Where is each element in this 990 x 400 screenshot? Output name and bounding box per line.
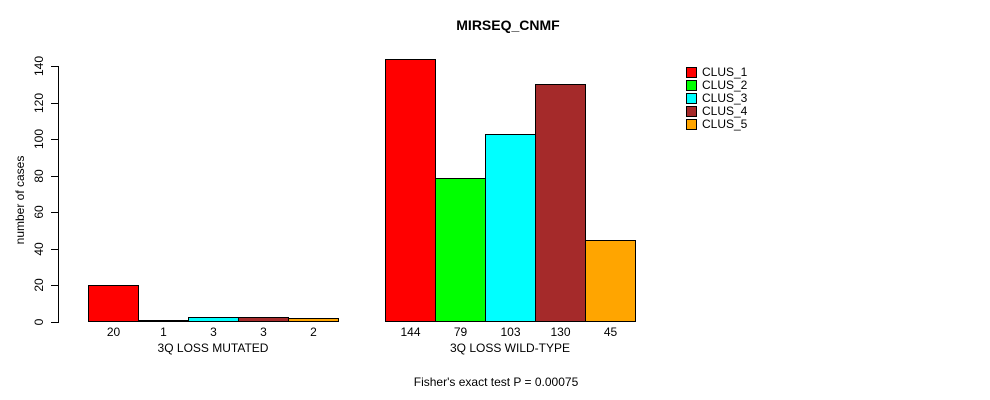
y-tick-label: 140 [32,55,46,77]
bar-clus_2 [435,178,486,322]
legend-label: CLUS_2 [702,78,748,92]
y-tick-mark [51,176,58,177]
bar-value-label: 2 [310,325,317,339]
bar-clus_1 [385,59,436,322]
legend-item: CLUS_2 [686,79,747,92]
legend-swatch-icon [686,119,697,130]
legend-label: CLUS_4 [702,104,748,118]
bar-clus_4 [535,84,586,322]
legend-label: CLUS_3 [702,91,748,105]
y-tick-mark [51,285,58,286]
y-tick-label: 100 [32,128,46,150]
legend-swatch-icon [686,80,697,91]
bar-value-label: 103 [500,325,521,339]
bar-clus_5 [585,240,636,322]
bar-value-label: 3 [210,325,217,339]
y-tick-mark [51,139,58,140]
y-tick-label: 0 [32,318,46,326]
y-tick-mark [51,322,58,323]
legend-swatch-icon [686,93,697,104]
fisher-annotation: Fisher's exact test P = 0.00075 [413,375,579,389]
y-tick-mark [51,212,58,213]
y-tick-mark [51,103,58,104]
legend-label: CLUS_1 [702,65,748,79]
bar-clus_1 [88,285,139,322]
bar-clus_2 [138,320,189,322]
bar-clus_4 [238,317,289,322]
bar-value-label: 79 [453,325,468,339]
group-label: 3Q LOSS MUTATED [157,341,269,355]
legend-swatch-icon [686,106,697,117]
legend-item: CLUS_5 [686,118,747,131]
legend-label: CLUS_5 [702,117,748,131]
y-tick-label: 40 [32,242,46,256]
y-tick-mark [51,66,58,67]
y-axis-label: number of cases [13,155,27,245]
bar-clus_3 [485,134,536,322]
legend-swatch-icon [686,67,697,78]
bar-value-label: 45 [603,325,618,339]
y-tick-label: 80 [32,169,46,183]
legend: CLUS_1 CLUS_2 CLUS_3 CLUS_4 CLUS_5 [686,66,747,131]
bar-value-label: 3 [260,325,267,339]
bar-value-label: 130 [550,325,571,339]
legend-item: CLUS_1 [686,66,747,79]
legend-item: CLUS_3 [686,92,747,105]
legend-item: CLUS_4 [686,105,747,118]
group-label: 3Q LOSS WILD-TYPE [449,341,571,355]
y-axis [58,66,59,323]
y-tick-label: 120 [32,92,46,114]
y-tick-label: 60 [32,205,46,219]
chart-title: MIRSEQ_CNMF [456,17,560,33]
bar-value-label: 144 [400,325,421,339]
y-tick-label: 20 [32,278,46,292]
bar-value-label: 1 [160,325,167,339]
bar-value-label: 20 [106,325,121,339]
bar-clus_3 [188,317,239,322]
bar-clus_5 [288,318,339,322]
y-tick-mark [51,249,58,250]
